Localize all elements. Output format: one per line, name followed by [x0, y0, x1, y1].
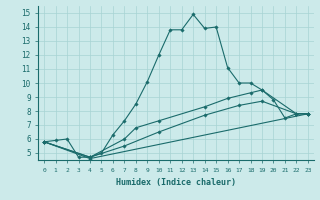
X-axis label: Humidex (Indice chaleur): Humidex (Indice chaleur)	[116, 178, 236, 187]
